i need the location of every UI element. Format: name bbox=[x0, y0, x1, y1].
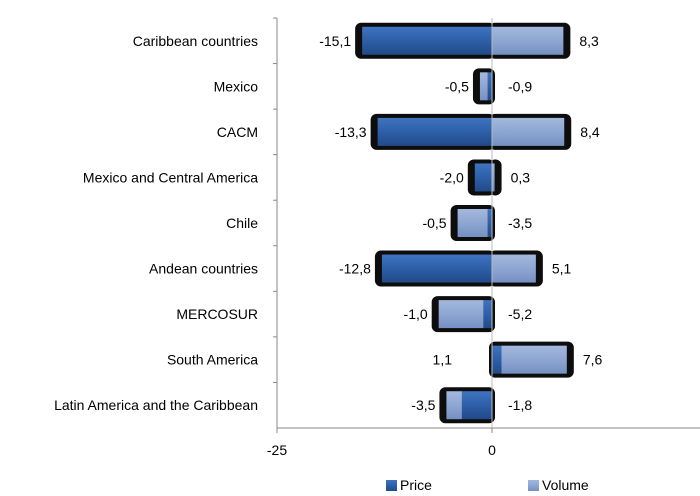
bar-price bbox=[483, 300, 492, 329]
bar-price bbox=[377, 117, 492, 146]
legend-label: Price bbox=[400, 477, 432, 493]
data-label-volume: -5,2 bbox=[508, 306, 532, 322]
data-label-price: -2,0 bbox=[440, 169, 464, 185]
data-label-price: -1,0 bbox=[404, 306, 428, 322]
bar-volume bbox=[457, 209, 488, 237]
legend-item-volume: Volume bbox=[528, 477, 589, 493]
bar-price bbox=[362, 26, 492, 55]
category-label: Chile bbox=[226, 215, 258, 231]
bar-price bbox=[492, 345, 502, 374]
category-label: CACM bbox=[217, 124, 258, 140]
category-label: Latin America and the Caribbean bbox=[54, 397, 258, 413]
data-label-volume: 0,3 bbox=[511, 169, 531, 185]
data-label-volume: 8,3 bbox=[579, 33, 599, 49]
legend: Price Volume bbox=[386, 477, 589, 493]
data-label-volume: -3,5 bbox=[508, 215, 532, 231]
data-label-volume: -0,9 bbox=[508, 78, 532, 94]
data-label-price: -12,8 bbox=[339, 261, 371, 277]
bar-volume bbox=[492, 163, 495, 192]
data-label-volume: 8,4 bbox=[580, 124, 600, 140]
bar-price bbox=[461, 391, 492, 420]
bar-layer bbox=[362, 26, 567, 420]
axis-layer: -25 0 bbox=[267, 17, 700, 458]
legend-swatch bbox=[386, 480, 397, 491]
category-label: Andean countries bbox=[149, 261, 258, 277]
category-label: Caribbean countries bbox=[133, 33, 258, 49]
data-label-volume: 7,6 bbox=[583, 352, 603, 368]
bar-volume bbox=[492, 254, 536, 283]
data-label-price: -3,5 bbox=[411, 397, 435, 413]
category-label: MERCOSUR bbox=[176, 306, 258, 322]
bar-price bbox=[487, 72, 492, 101]
data-label-volume: -1,8 bbox=[508, 397, 532, 413]
bar-volume bbox=[446, 391, 462, 420]
bar-price bbox=[474, 163, 492, 192]
bar-price bbox=[487, 209, 492, 237]
bar-volume bbox=[438, 300, 484, 329]
bar-volume bbox=[501, 345, 567, 374]
data-label-price: -0,5 bbox=[422, 215, 446, 231]
category-label: Mexico bbox=[214, 78, 259, 94]
category-label: South America bbox=[167, 352, 258, 368]
x-tick-label: 0 bbox=[488, 442, 496, 458]
data-label-price: -15,1 bbox=[319, 33, 351, 49]
legend-swatch bbox=[528, 480, 539, 491]
data-label-price: 1,1 bbox=[433, 352, 453, 368]
legend-item-price: Price bbox=[386, 477, 432, 493]
category-label: Mexico and Central America bbox=[83, 169, 258, 185]
data-label-price: -13,3 bbox=[335, 124, 367, 140]
x-tick-label: -25 bbox=[267, 442, 287, 458]
bar-volume bbox=[492, 117, 565, 146]
data-label-volume: 5,1 bbox=[552, 261, 572, 277]
label-layer: Caribbean countries -15,1 8,3 Mexico -0,5 -0,… bbox=[54, 33, 602, 413]
bar-volume bbox=[492, 26, 564, 55]
legend-label: Volume bbox=[542, 477, 589, 493]
bar-price bbox=[381, 254, 492, 283]
data-label-price: -0,5 bbox=[445, 78, 469, 94]
bar-volume bbox=[479, 72, 488, 101]
